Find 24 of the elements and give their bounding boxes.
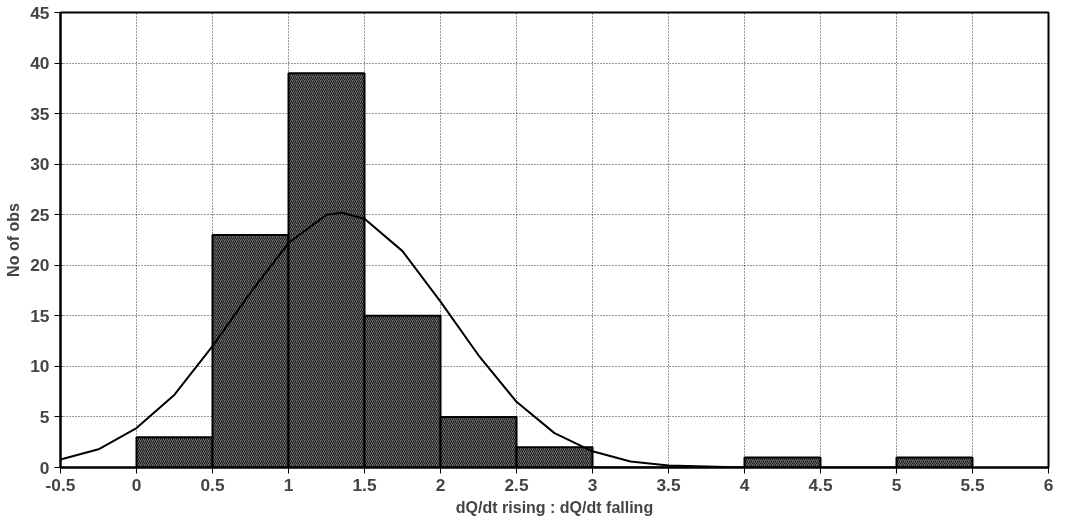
x-tick-label: 4 <box>739 474 750 495</box>
x-tick-label: 0.5 <box>200 474 225 495</box>
y-tick-label: 15 <box>30 305 50 326</box>
x-tick-label: 0 <box>131 474 142 495</box>
y-tick-label: 30 <box>30 154 50 175</box>
x-tick-label: 5.5 <box>960 474 985 495</box>
x-tick-label: 3 <box>587 474 598 495</box>
y-tick-label: 20 <box>30 255 50 276</box>
x-tick-label: 2.5 <box>504 474 529 495</box>
x-tick-label: 3.5 <box>656 474 681 495</box>
y-tick-label: 25 <box>30 204 50 225</box>
y-tick-label: 35 <box>30 103 50 124</box>
y-axis-title: No of obs <box>5 203 23 277</box>
y-tick-label: 45 <box>30 2 50 23</box>
x-tick-label: 1 <box>283 474 294 495</box>
y-tick-label: 40 <box>30 53 50 74</box>
x-tick-label: 6 <box>1043 474 1054 495</box>
x-tick-label: 1.5 <box>352 474 377 495</box>
x-axis-title: dQ/dt rising : dQ/dt falling <box>455 498 654 516</box>
x-tick-label: 5 <box>891 474 902 495</box>
x-tick-label: 4.5 <box>808 474 833 495</box>
x-tick-label: 2 <box>435 474 446 495</box>
y-tick-label: 5 <box>39 406 50 427</box>
y-tick-label: 10 <box>30 356 50 377</box>
